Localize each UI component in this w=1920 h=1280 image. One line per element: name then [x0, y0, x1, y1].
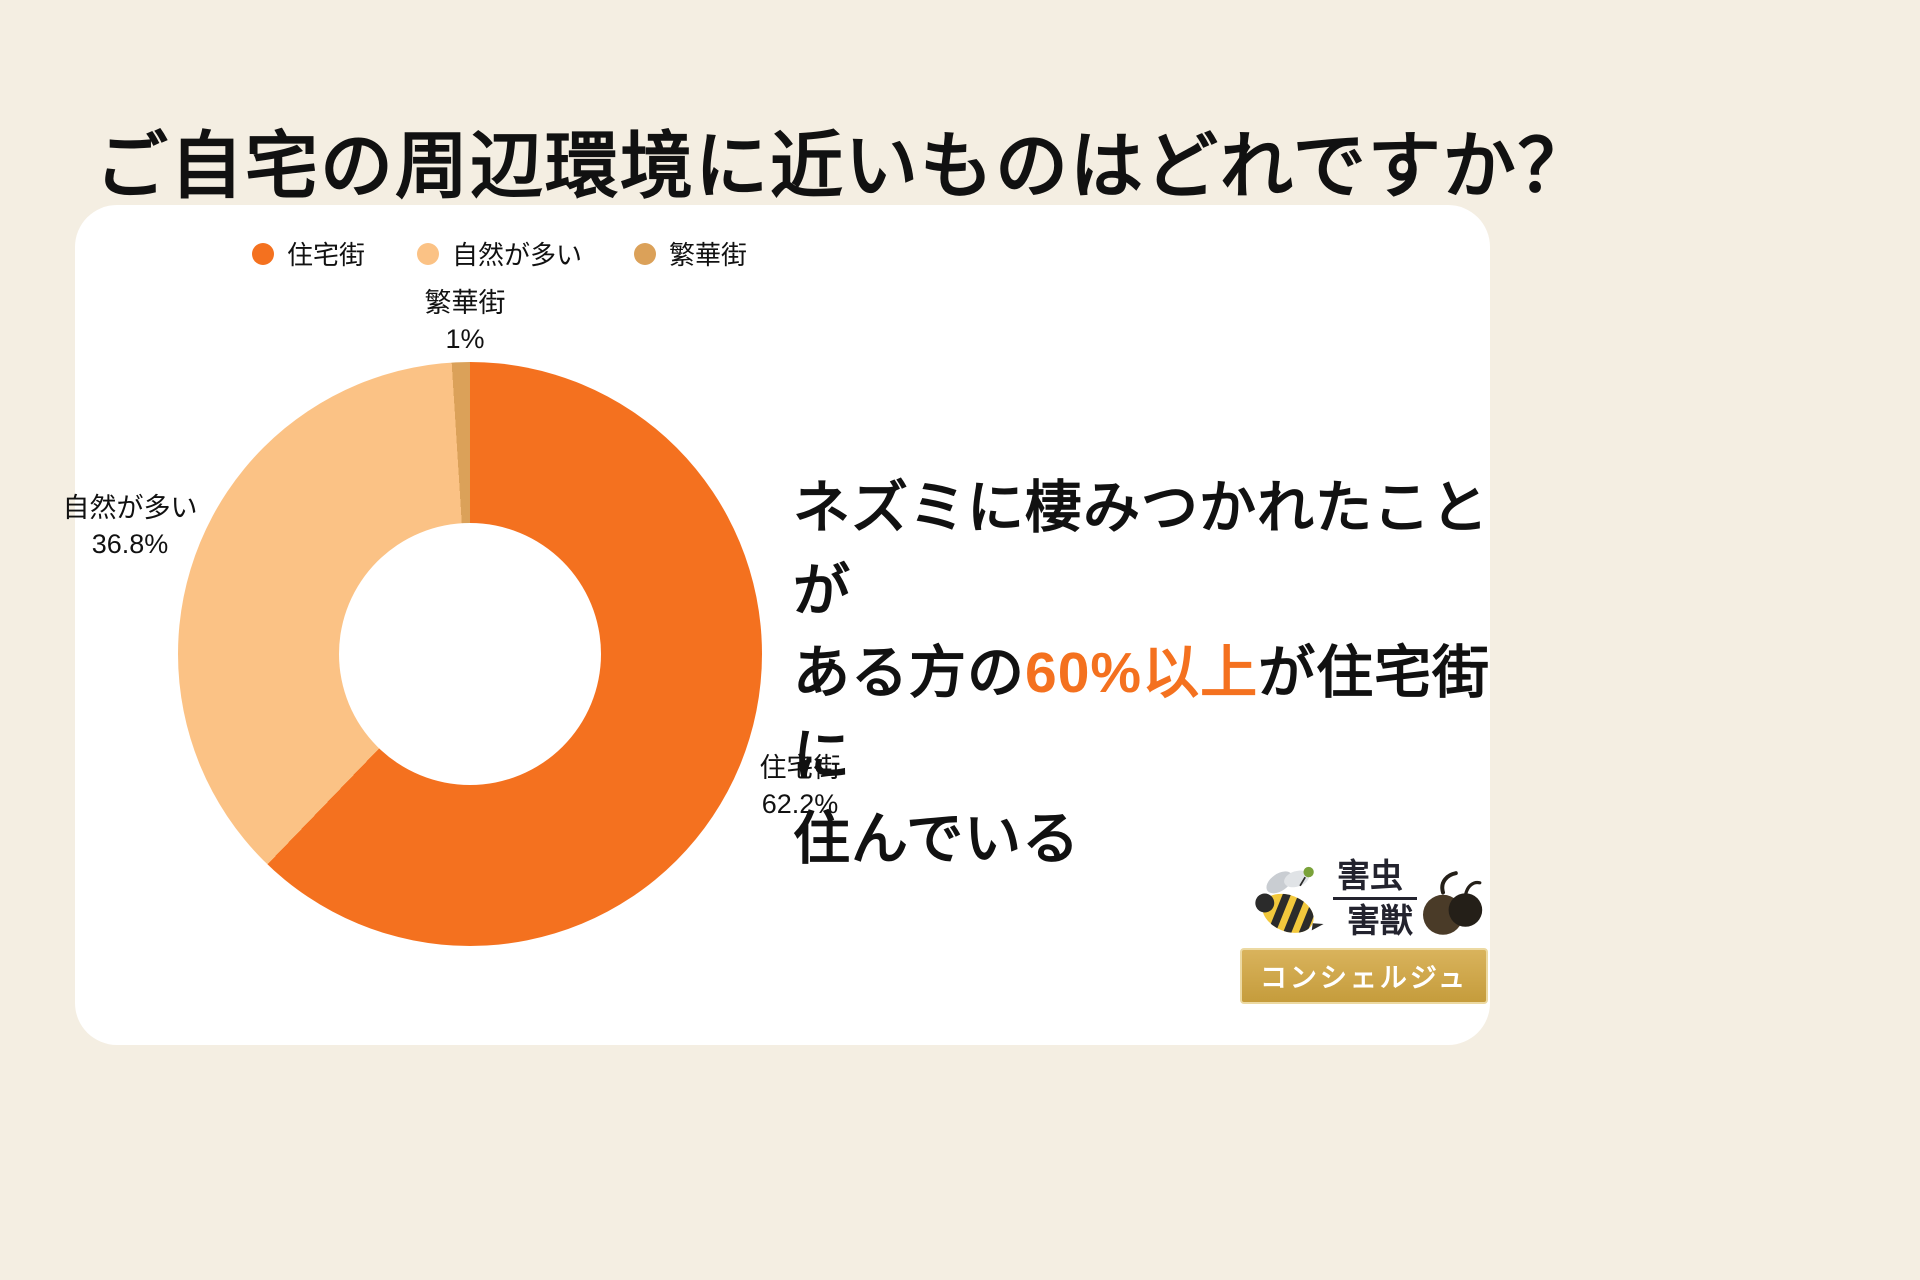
legend-dot-jutakugai [252, 242, 274, 265]
slice-label-jutakugai: 住宅街 62.2% [720, 750, 880, 823]
slice-label-hankagai: 繁華街 1% [385, 285, 545, 358]
annotation-text: ネズミに棲みつかれたことが ある方の60%以上が住宅街に 住んでいる [793, 467, 1503, 880]
legend-dot-shizen [417, 242, 440, 265]
annotation-highlight: 60%以上 [1025, 641, 1259, 706]
legend-label-shizen: 自然が多い [452, 240, 583, 270]
annotation-line2-post: が住宅街に [793, 641, 1491, 788]
chart-legend: 住宅街 自然が多い 繁華街 [252, 235, 747, 272]
annotation-line3: 住んでいる [793, 806, 1081, 871]
brand-logo-line1: 害虫 [1333, 857, 1417, 900]
bee-icon [1245, 860, 1331, 946]
legend-dot-hankagai [634, 242, 657, 265]
legend-item-jutakugai: 住宅街 [252, 235, 365, 272]
legend-item-shizen: 自然が多い [417, 235, 582, 272]
slice-label-shizen-name: 自然が多い [62, 493, 198, 523]
donut-hole [339, 523, 601, 785]
legend-label-hankagai: 繁華街 [669, 240, 748, 270]
slice-label-hankagai-name: 繁華街 [424, 288, 506, 318]
acorn-icon [1419, 870, 1483, 946]
brand-logo-top: 害虫 害獣 [1240, 857, 1488, 946]
legend-item-hankagai: 繁華街 [634, 235, 747, 272]
brand-logo: 害虫 害獣 コンシェルジュ [1240, 857, 1488, 1004]
legend-label-jutakugai: 住宅街 [287, 240, 366, 270]
annotation-line1: ネズミに棲みつかれたことが [793, 476, 1489, 623]
donut-chart [178, 362, 762, 946]
slice-label-jutakugai-value: 62.2% [761, 789, 839, 820]
brand-logo-line2: 害獣 [1347, 901, 1413, 939]
slice-label-shizen-value: 36.8% [91, 529, 169, 560]
chart-card: 住宅街 自然が多い 繁華街 繁華街 1% 自然が多い 36.8% 住宅街 62.… [63, 205, 1490, 1045]
page-title: ご自宅の周辺環境に近いものはどれですか？ [95, 125, 1593, 207]
slice-label-hankagai-value: 1% [445, 324, 485, 355]
slice-label-shizen: 自然が多い 36.8% [55, 490, 205, 563]
brand-logo-text: 害虫 害獣 [1333, 857, 1417, 946]
slice-label-jutakugai-name: 住宅街 [759, 753, 841, 783]
brand-logo-banner: コンシェルジュ [1240, 947, 1488, 1004]
annotation-line2-pre: ある方の [793, 641, 1025, 706]
